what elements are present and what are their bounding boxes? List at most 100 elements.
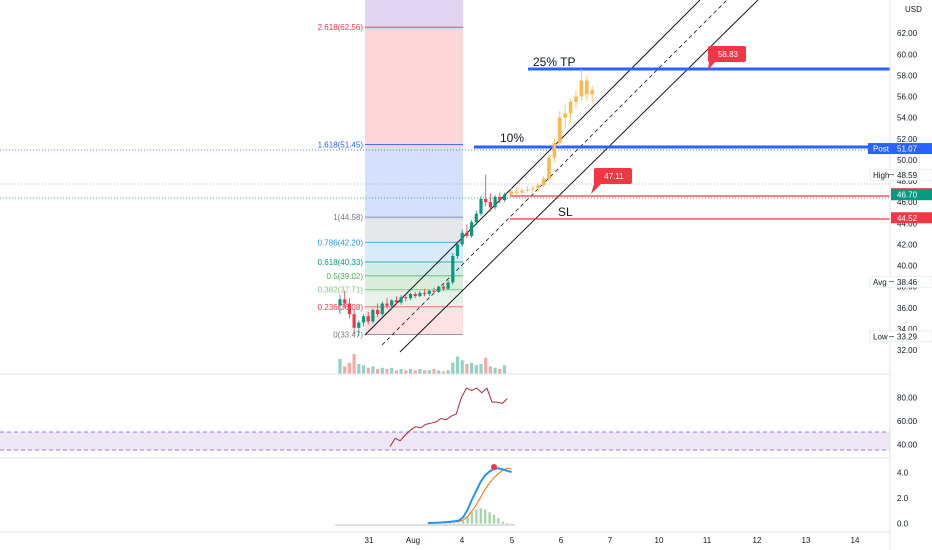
- macd-histogram-bar: [506, 523, 509, 524]
- candle-body: [371, 309, 375, 322]
- post-market-candle-body: [531, 188, 535, 190]
- macd-histogram-bar: [488, 512, 491, 524]
- candle-body: [488, 202, 492, 208]
- fib-level-label: 0(33.47): [333, 330, 363, 339]
- price-axis-label: 54.00: [897, 114, 918, 123]
- candle-body: [399, 297, 403, 303]
- post-market-candle-body: [520, 190, 524, 193]
- fib-level-label: 1(44.58): [333, 213, 363, 222]
- volume-bar: [376, 369, 380, 374]
- volume-bar: [338, 359, 342, 374]
- post-market-candle-body: [541, 178, 546, 186]
- channel-upper-line: [364, 0, 701, 336]
- macd-histogram-bar: [475, 509, 478, 524]
- fib-level-label: 0.786(42.20): [318, 238, 364, 247]
- volume-bar: [437, 370, 441, 374]
- price-tag-background: [891, 143, 932, 155]
- price-tag-value: 51.07: [897, 145, 918, 154]
- price-axis-label: 34.00: [897, 325, 918, 334]
- parallel-channel[interactable]: [364, 0, 759, 353]
- macd-axis-label: 4.0: [897, 469, 909, 478]
- volume-bar: [484, 357, 488, 374]
- macd-histogram-bar: [479, 508, 482, 524]
- volume-bar: [366, 367, 370, 374]
- post-market-candle-body: [579, 80, 584, 97]
- volume-bar: [404, 370, 408, 374]
- price-tags: Post51.07High48.5946.8046.7044.52Avg38.4…: [868, 143, 932, 343]
- candle-body: [479, 198, 483, 214]
- volume-bar: [493, 367, 497, 374]
- candle-body: [451, 255, 455, 283]
- price-tag-background: [869, 168, 932, 181]
- tp-callout[interactable]: 58.83: [707, 46, 746, 70]
- candle-body: [390, 300, 394, 306]
- price-axis-background: [890, 0, 932, 550]
- price-tag-background: [869, 275, 932, 288]
- time-axis-label: 11: [703, 536, 712, 545]
- candle-body: [498, 196, 502, 201]
- volume-bar: [413, 370, 417, 374]
- price-axis-label: 40.00: [897, 262, 918, 271]
- candle-body: [423, 292, 427, 295]
- rsi-axis[interactable]: 80.00 60.00 40.00: [897, 393, 918, 449]
- macd-axis[interactable]: 4.0 2.0 0.0: [897, 469, 909, 529]
- post-market-candle-body: [590, 90, 594, 95]
- volume-bar: [460, 360, 464, 374]
- fib-zone-0382: [365, 292, 463, 308]
- volume-bar: [399, 369, 403, 374]
- fib-zone-0618: [365, 264, 463, 278]
- price-tag-label: Low: [873, 332, 888, 341]
- volume-bar: [343, 366, 347, 374]
- tp-annotation: 25% TP: [533, 55, 575, 69]
- channel-median-line: [381, 0, 728, 346]
- volume-bar: [474, 365, 478, 374]
- volume-bar: [418, 369, 422, 374]
- price-axis-label: 58.00: [897, 71, 918, 80]
- fib-level-label: 2.618(62.56): [318, 23, 364, 32]
- price-tag-label: High: [873, 171, 889, 180]
- macd-histogram-bar: [453, 523, 456, 524]
- volume-bar: [432, 369, 436, 374]
- entry-callout[interactable]: 47.11: [591, 168, 632, 194]
- post-market-candle-body: [574, 96, 578, 102]
- rsi-pane[interactable]: [0, 373, 890, 451]
- rsi-axis-label: 40.00: [897, 440, 918, 449]
- time-axis-label: 4: [460, 536, 465, 545]
- candle-body: [347, 303, 351, 315]
- macd-axis-label: 0.0: [897, 520, 909, 529]
- candle-body: [455, 244, 460, 256]
- volume-bar: [408, 369, 413, 374]
- candle-body: [465, 232, 469, 236]
- time-axis-label: 10: [655, 536, 664, 545]
- volume-bar: [394, 370, 398, 374]
- post-market-candle-body: [525, 189, 530, 191]
- fib-level-label: 0.618(40.33): [318, 258, 364, 267]
- channel-lower-line: [399, 0, 759, 353]
- macd-pane[interactable]: [0, 457, 890, 526]
- time-axis[interactable]: 31 Aug 4 5 6 7 10 11 12 13 14: [365, 536, 860, 545]
- post-market-candle-body: [514, 191, 519, 193]
- price-tag-value: 48.59: [897, 171, 918, 180]
- post-market-candle-body: [585, 80, 589, 95]
- fibonacci-extension-tool[interactable]: 2.618(62.56) 1.618(51.45) 1(44.58) 0.786(42…: [318, 0, 463, 339]
- post-market-candle-body: [568, 101, 573, 114]
- post-market-candle-body: [552, 142, 557, 158]
- macd-histogram-bar: [501, 521, 504, 524]
- candle-body: [361, 316, 366, 323]
- volume-bar: [441, 371, 445, 374]
- fib-level-label: 0.5(39.02): [327, 272, 364, 281]
- volume-bar: [470, 362, 474, 374]
- fib-zone-2618: [365, 30, 463, 148]
- price-tag-background: [891, 189, 932, 201]
- volume-bar: [423, 370, 427, 374]
- tp-callout-text: 58.83: [718, 50, 739, 59]
- candle-body: [446, 282, 450, 289]
- price-axis-label: 42.00: [897, 240, 918, 249]
- volume-bar: [446, 370, 450, 374]
- macd-axis-label: 2.0: [897, 494, 909, 503]
- price-axis-label: 48.00: [897, 177, 918, 186]
- volume-bar: [451, 362, 455, 374]
- post-market-candle-body: [563, 113, 567, 118]
